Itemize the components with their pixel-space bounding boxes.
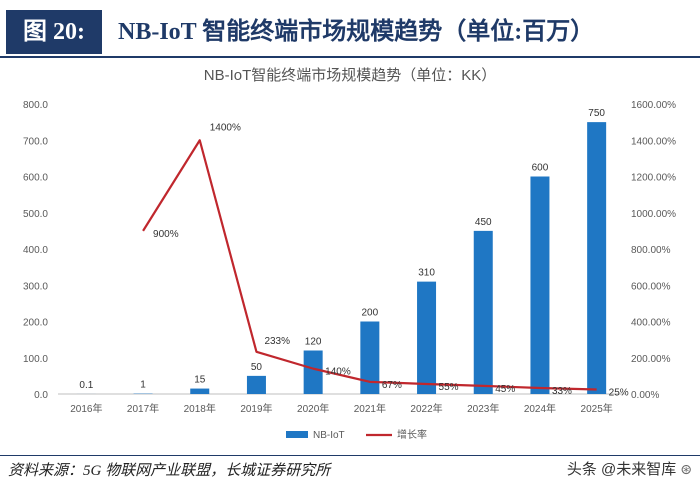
bar-nb-iot bbox=[303, 350, 323, 394]
growth-rate-label: 55% bbox=[439, 382, 459, 393]
x-tick-label: 2016年 bbox=[70, 402, 102, 415]
growth-rate-label: 33% bbox=[552, 386, 572, 397]
bar-data-label: 750 bbox=[588, 108, 605, 119]
growth-rate-label: 1400% bbox=[210, 122, 241, 133]
plot-area: 0.0 100.0 200.0 300.0 400.0 500.0 600.0 700.0 80… bbox=[23, 100, 676, 441]
y-right-tick-label: 1400.00% bbox=[631, 136, 676, 147]
bar-nb-iot bbox=[360, 321, 380, 394]
y-right-tick-label: 1200.00% bbox=[631, 173, 676, 184]
y-left-tick-label: 100.0 bbox=[23, 354, 48, 365]
growth-rate-label: 45% bbox=[495, 384, 515, 395]
legend-swatch-nb-iot bbox=[286, 431, 308, 438]
bar-nb-iot bbox=[473, 230, 493, 394]
bar-data-label: 200 bbox=[362, 308, 379, 319]
y-left-tick-label: 400.0 bbox=[23, 245, 48, 256]
y-right-tick-label: 800.00% bbox=[631, 245, 671, 256]
x-tick-label: 2021年 bbox=[354, 402, 386, 415]
x-tick-label: 2019年 bbox=[240, 402, 272, 415]
x-tick-label: 2022年 bbox=[410, 402, 442, 415]
market-size-chart: NB-IoT智能终端市场规模趋势（单位：KK） 0.0 100.0 200.0 300… bbox=[23, 66, 676, 441]
bar-nb-iot bbox=[190, 388, 210, 394]
y-left-tick-label: 800.0 bbox=[23, 100, 48, 111]
growth-rate-label: 140% bbox=[325, 367, 351, 378]
y-right-tick-label: 400.00% bbox=[631, 318, 671, 329]
bar-data-label: 0.1 bbox=[79, 380, 93, 391]
x-tick-label: 2023年 bbox=[467, 402, 499, 415]
bar-nb-iot bbox=[246, 375, 266, 394]
y-right-tick-label: 1000.00% bbox=[631, 209, 676, 220]
legend-label-growth: 增长率 bbox=[397, 428, 427, 441]
x-tick-label: 2018年 bbox=[184, 402, 216, 415]
bar-data-label: 15 bbox=[194, 375, 206, 386]
footer-divider bbox=[0, 455, 700, 456]
y-right-tick-label: 1600.00% bbox=[631, 100, 676, 111]
bar-data-label: 50 bbox=[251, 362, 263, 373]
y-right-tick-label: 600.00% bbox=[631, 281, 671, 292]
watermark: 头条 @未来智库 ⊛ bbox=[567, 458, 692, 479]
x-tick-label: 2024年 bbox=[524, 402, 556, 415]
y-left-tick-label: 600.0 bbox=[23, 173, 48, 184]
y-right-tick-label: 0.00% bbox=[631, 390, 659, 401]
bar-data-label: 1 bbox=[140, 380, 146, 391]
y-left-tick-label: 300.0 bbox=[23, 281, 48, 292]
growth-rate-label: 67% bbox=[382, 380, 402, 391]
bar-nb-iot bbox=[587, 122, 607, 394]
y-right-tick-label: 200.00% bbox=[631, 354, 671, 365]
growth-rate-line bbox=[142, 139, 597, 391]
growth-rate-label: 25% bbox=[609, 387, 629, 398]
weibo-icon: ⊛ bbox=[680, 461, 692, 477]
bar-nb-iot bbox=[417, 281, 437, 394]
x-tick-label: 2020年 bbox=[297, 402, 329, 415]
figure-header: 图 20: NB-IoT 智能终端市场规模趋势（单位:百万） bbox=[0, 10, 700, 58]
x-tick-label: 2025年 bbox=[581, 402, 613, 415]
watermark-text: 头条 @未来智库 bbox=[566, 461, 677, 478]
growth-rate-label: 900% bbox=[153, 229, 179, 240]
growth-rate-label: 233% bbox=[264, 336, 290, 347]
y-left-tick-label: 700.0 bbox=[23, 136, 48, 147]
bar-nb-iot bbox=[530, 176, 550, 394]
bar-data-label: 120 bbox=[305, 337, 322, 348]
bar-data-label: 600 bbox=[532, 163, 549, 174]
figure-label: 图 20: bbox=[6, 10, 102, 54]
source-note: 资料来源：5G 物联网产业联盟，长城证券研究所 bbox=[8, 463, 331, 479]
bar-data-label: 310 bbox=[418, 268, 435, 279]
y-left-tick-label: 500.0 bbox=[23, 209, 48, 220]
legend-label-nb-iot: NB-IoT bbox=[313, 430, 345, 441]
x-tick-label: 2017年 bbox=[127, 402, 159, 415]
bar-data-label: 450 bbox=[475, 217, 492, 228]
y-left-tick-label: 0.0 bbox=[34, 390, 48, 401]
chart-title: NB-IoT智能终端市场规模趋势（单位：KK） bbox=[204, 66, 497, 84]
y-left-tick-label: 200.0 bbox=[23, 318, 48, 329]
figure-title: NB-IoT 智能终端市场规模趋势（单位:百万） bbox=[118, 19, 595, 45]
